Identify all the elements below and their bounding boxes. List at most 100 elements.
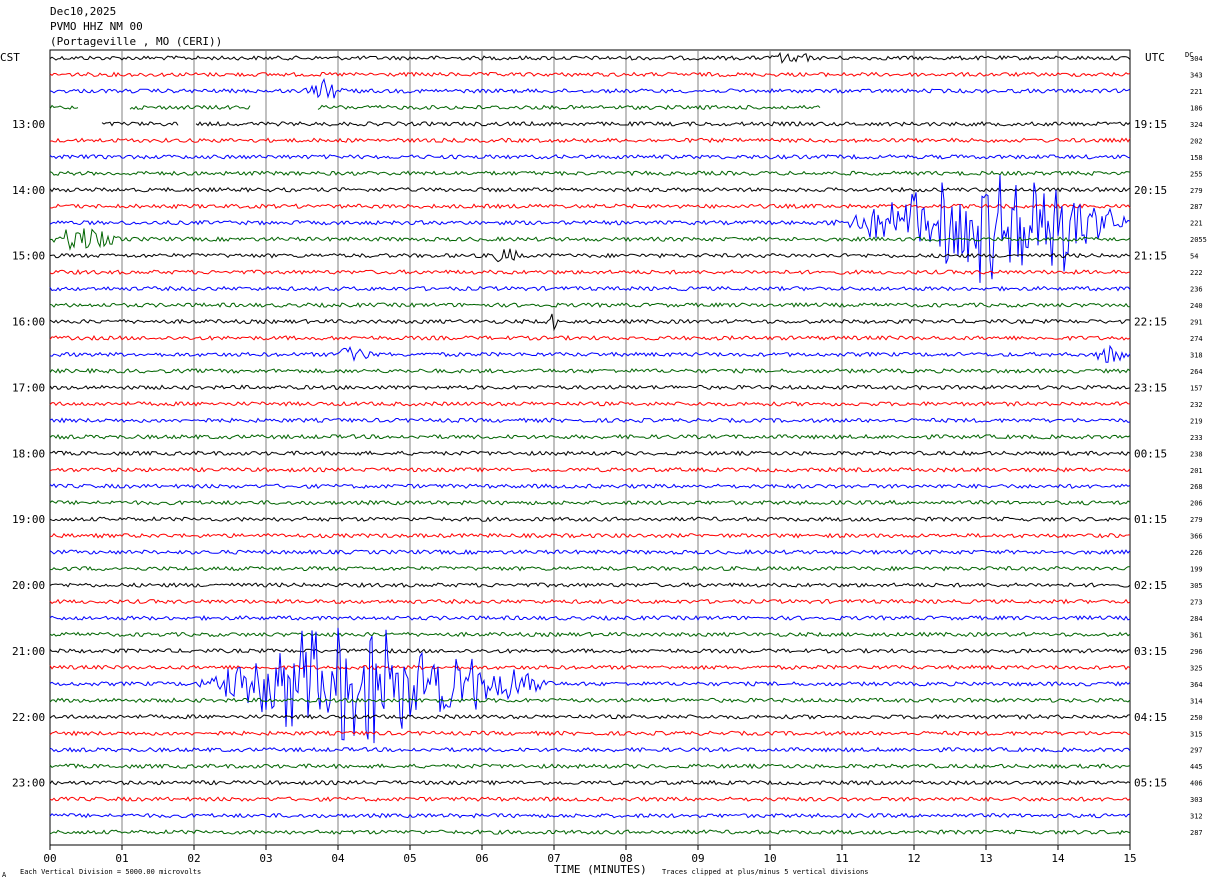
trace-line bbox=[49, 582, 1131, 588]
dc-offset-label: 343 bbox=[1190, 71, 1203, 79]
dc-offset-label: 361 bbox=[1190, 631, 1203, 639]
trace-line bbox=[49, 401, 1131, 407]
x-tick-label: 09 bbox=[691, 852, 704, 865]
trace-line bbox=[49, 228, 1131, 251]
dc-offset-label: 250 bbox=[1190, 714, 1203, 722]
trace-line bbox=[49, 631, 1131, 638]
dc-offset-label: 236 bbox=[1190, 286, 1203, 294]
dc-offset-label: 201 bbox=[1190, 467, 1203, 475]
dc-offset-label: 366 bbox=[1190, 533, 1203, 541]
trace-line bbox=[50, 532, 1131, 539]
dc-offset-label: 315 bbox=[1190, 730, 1203, 738]
dc-offset-label: 314 bbox=[1190, 697, 1203, 705]
trace-line bbox=[49, 812, 1131, 819]
dc-offset-label: 221 bbox=[1190, 220, 1203, 228]
trace-line bbox=[49, 269, 1131, 275]
trace-line bbox=[49, 730, 1131, 737]
trace-line bbox=[49, 186, 1131, 193]
trace-line bbox=[49, 384, 1131, 391]
trace-line bbox=[49, 565, 1130, 572]
dc-offset-label: 406 bbox=[1190, 780, 1203, 788]
trace-line bbox=[49, 763, 1131, 770]
left-hour-label: 22:00 bbox=[12, 711, 45, 724]
left-hour-label: 18:00 bbox=[12, 447, 45, 460]
dc-offset-label: 273 bbox=[1190, 599, 1203, 607]
dc-offset-label: 186 bbox=[1190, 104, 1203, 112]
right-hour-label: 21:15 bbox=[1134, 250, 1167, 263]
dc-offset-label: 199 bbox=[1190, 566, 1203, 574]
trace-line bbox=[49, 647, 1131, 654]
x-tick-label: 03 bbox=[259, 852, 272, 865]
x-tick-label: 00 bbox=[43, 852, 56, 865]
traces bbox=[49, 51, 1131, 835]
dc-offset-label: 297 bbox=[1190, 747, 1203, 755]
trace-line bbox=[49, 77, 1131, 99]
x-tick-label: 07 bbox=[547, 852, 560, 865]
dc-offset-label: 226 bbox=[1190, 549, 1203, 557]
dc-offset-label: 291 bbox=[1190, 319, 1203, 327]
right-hour-label: 02:15 bbox=[1134, 579, 1167, 592]
x-tick-label: 08 bbox=[619, 852, 632, 865]
dc-offset-label: 54 bbox=[1190, 253, 1198, 261]
trace-line bbox=[49, 433, 1131, 440]
x-tick-label: 14 bbox=[1051, 852, 1065, 865]
trace-line bbox=[49, 549, 1131, 556]
dc-offset-label: 305 bbox=[1190, 582, 1203, 590]
right-hour-label: 03:15 bbox=[1134, 645, 1167, 658]
date-label: Dec10,2025 bbox=[50, 5, 116, 18]
left-hour-label: 19:00 bbox=[12, 513, 45, 526]
trace-line bbox=[49, 499, 1131, 506]
left-hour-label: 16:00 bbox=[12, 316, 45, 329]
dc-offset-label: 303 bbox=[1190, 796, 1203, 804]
trace-line bbox=[49, 71, 1131, 78]
trace-line bbox=[49, 746, 1131, 753]
dc-offset-label: 325 bbox=[1190, 664, 1203, 672]
dc-offset-label: 296 bbox=[1190, 648, 1203, 656]
trace-line bbox=[49, 713, 1131, 720]
dc-offset-label: 264 bbox=[1190, 368, 1203, 376]
left-zone-label: CST bbox=[0, 51, 20, 64]
dc-offset-label: 268 bbox=[1190, 483, 1203, 491]
left-hour-labels: 13:00 14:00 15:00 16:00 17:00 18:00 19:00 20:00… bbox=[12, 118, 45, 790]
x-tick-label: 01 bbox=[115, 852, 128, 865]
trace-line bbox=[49, 51, 1131, 64]
trace-line bbox=[101, 120, 1131, 127]
dc-label: DC bbox=[1185, 51, 1193, 59]
dc-offset-label: 274 bbox=[1190, 335, 1203, 343]
dc-offset-label: 219 bbox=[1190, 417, 1203, 425]
trace-line bbox=[49, 248, 1131, 263]
right-hour-label: 20:15 bbox=[1134, 184, 1167, 197]
dc-offset-label: 312 bbox=[1190, 813, 1203, 821]
left-hour-label: 14:00 bbox=[12, 184, 45, 197]
dc-offset-label: 157 bbox=[1190, 384, 1203, 392]
right-hour-label: 00:15 bbox=[1134, 447, 1167, 460]
trace-line bbox=[49, 516, 1131, 522]
trace-line bbox=[49, 344, 1131, 363]
trace-line bbox=[49, 313, 1131, 332]
dc-offset-label: 238 bbox=[1190, 450, 1203, 458]
dc-offset-label: 233 bbox=[1190, 434, 1203, 442]
dc-offset-label: 255 bbox=[1190, 170, 1203, 178]
left-hour-label: 15:00 bbox=[12, 250, 45, 263]
right-hour-label: 23:15 bbox=[1134, 381, 1167, 394]
right-hour-label: 05:15 bbox=[1134, 777, 1167, 790]
dc-offset-label: 2055 bbox=[1190, 236, 1207, 244]
dc-offset-label: 232 bbox=[1190, 401, 1203, 409]
trace-line bbox=[49, 664, 1131, 671]
left-hour-label: 21:00 bbox=[12, 645, 45, 658]
trace-line bbox=[49, 367, 1131, 375]
x-tick-label: 06 bbox=[475, 852, 488, 865]
trace-line bbox=[49, 285, 1131, 292]
left-hour-label: 17:00 bbox=[12, 381, 45, 394]
trace-line bbox=[49, 598, 1131, 605]
x-tick-label: 15 bbox=[1123, 852, 1136, 865]
x-axis-label: TIME (MINUTES) bbox=[554, 863, 647, 876]
dc-offset-label: 304 bbox=[1190, 55, 1203, 63]
dc-offset-label: 318 bbox=[1190, 351, 1203, 359]
right-hour-label: 01:15 bbox=[1134, 513, 1167, 526]
dc-offset-label: 364 bbox=[1190, 681, 1203, 689]
right-hour-label: 22:15 bbox=[1134, 316, 1167, 329]
trace-line bbox=[49, 153, 1131, 160]
trace-line bbox=[49, 627, 1131, 744]
